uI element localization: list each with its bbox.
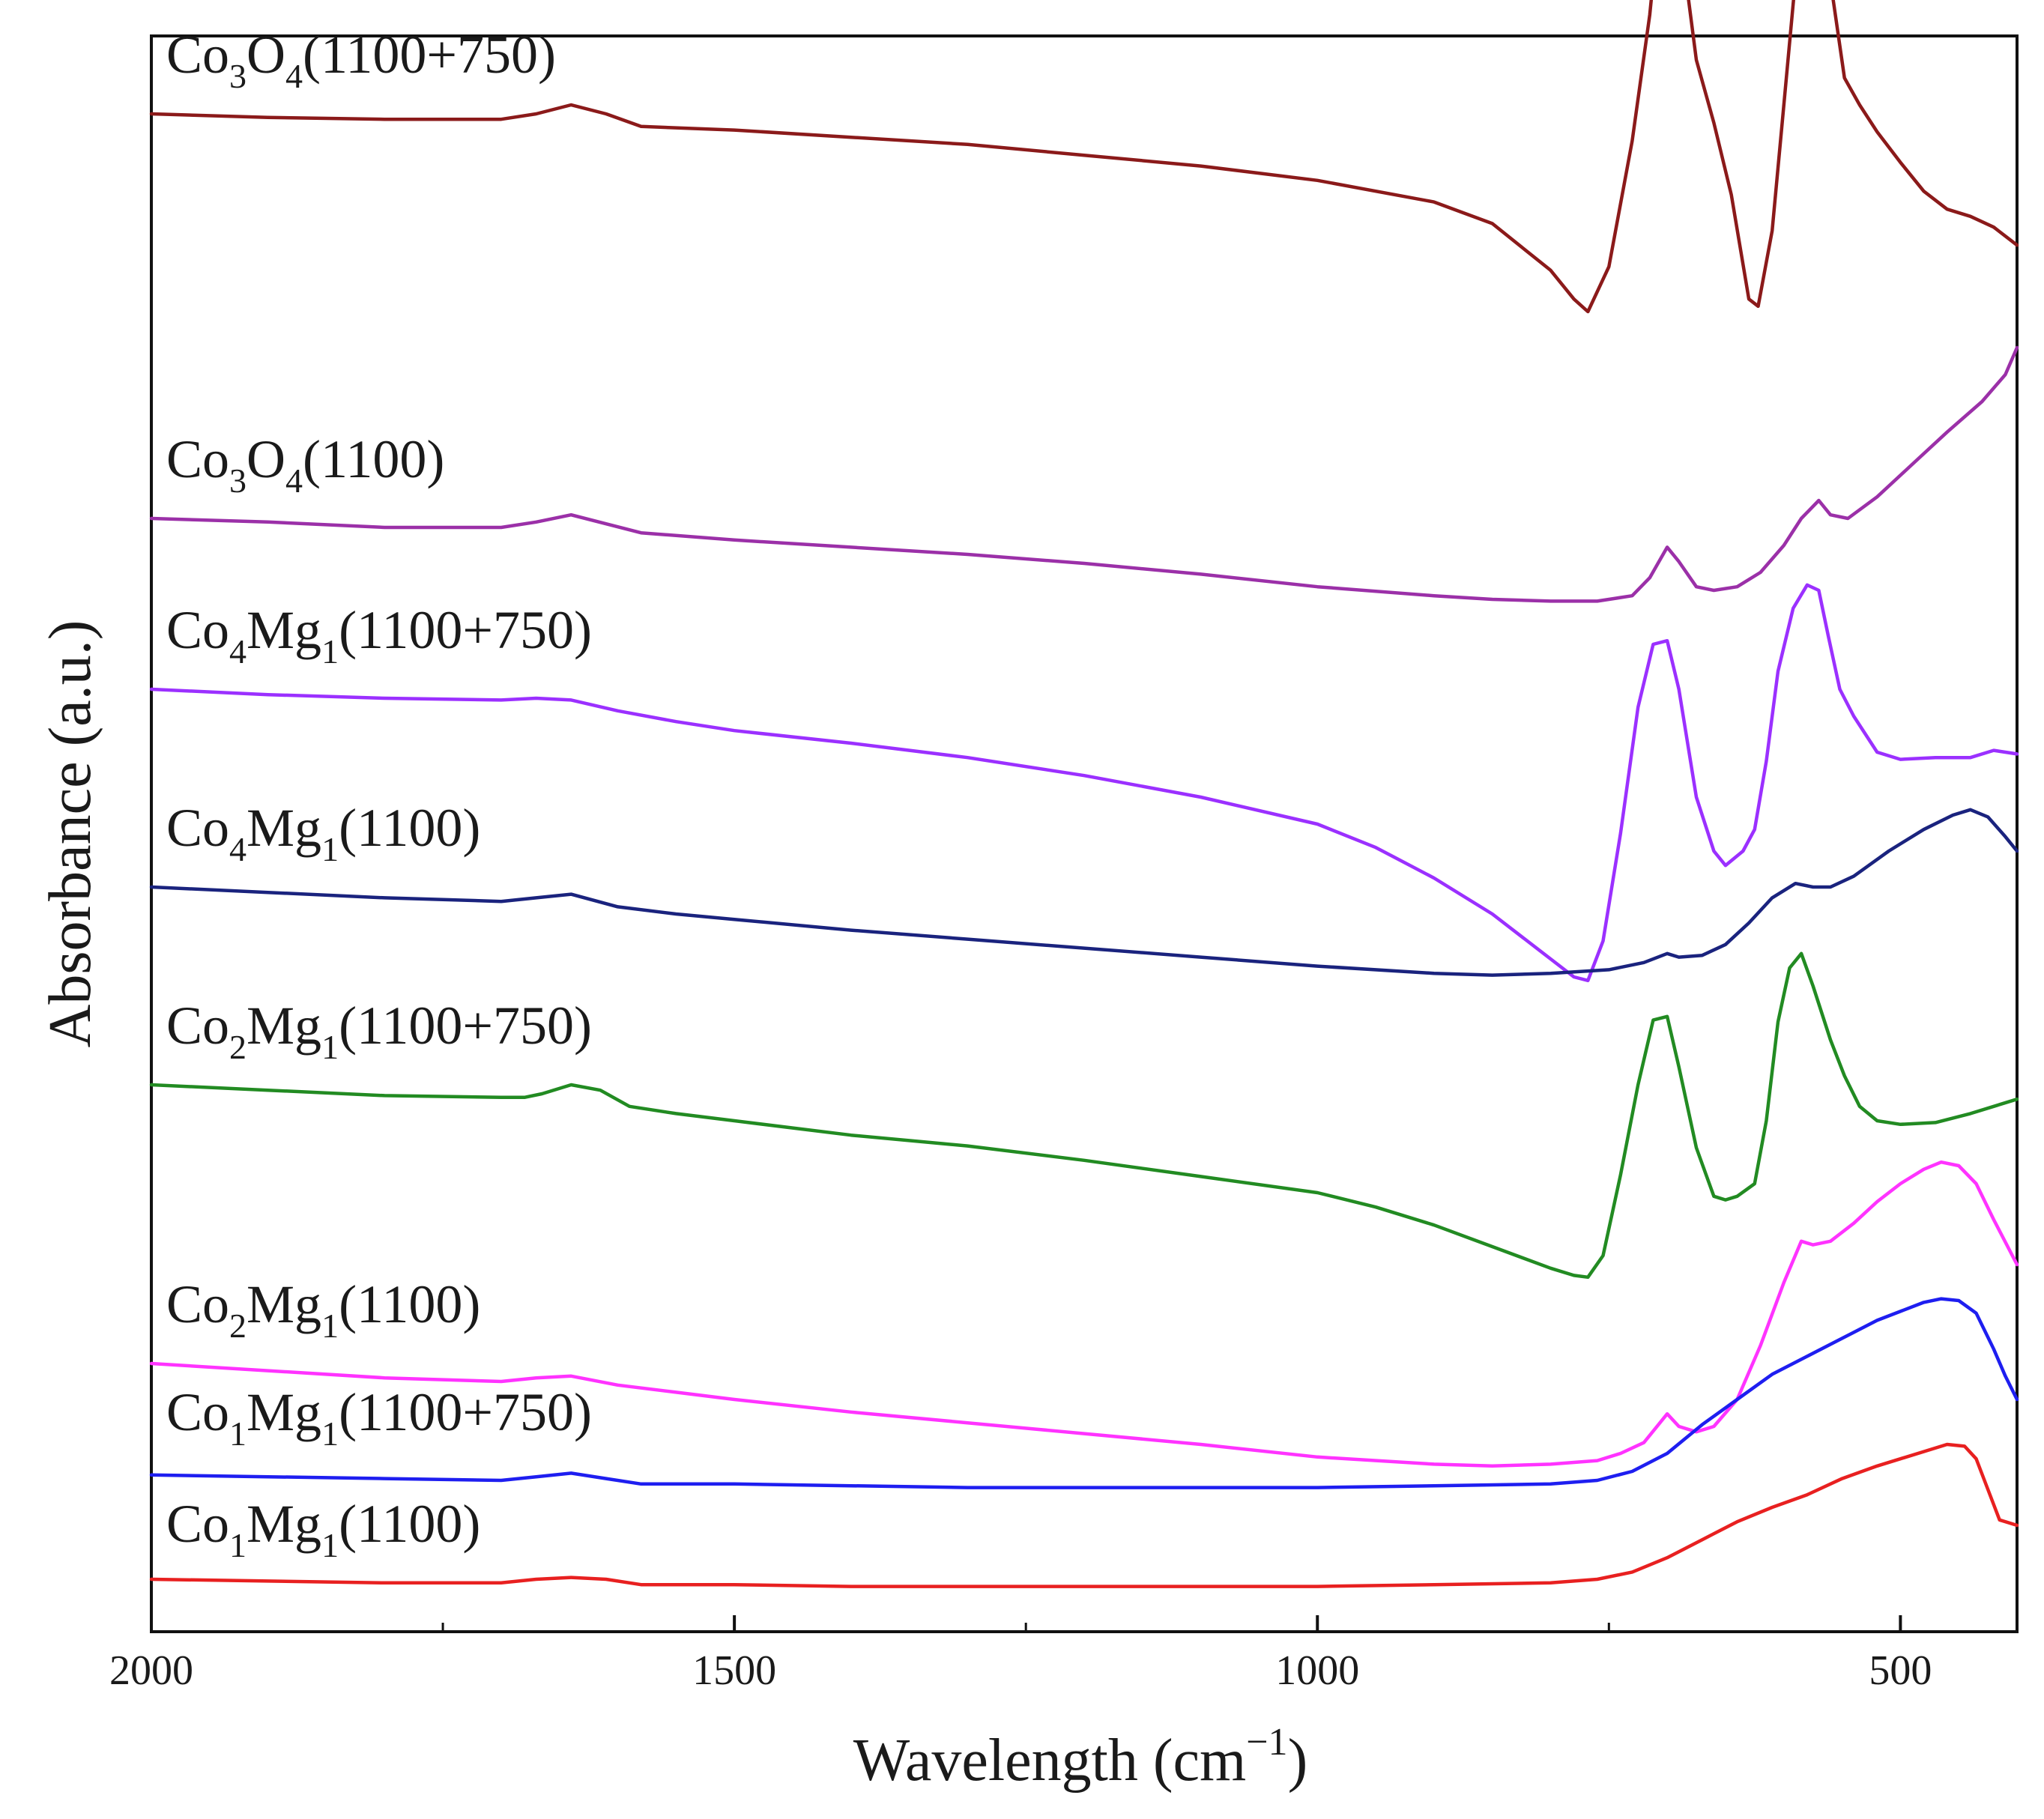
series-line-co4mg1-1100 — [149, 808, 2019, 977]
series-line-co1mg1-1100-750 — [149, 1297, 2019, 1489]
x-axis-title-superscript: −1 — [1246, 1721, 1287, 1764]
x-axis-title: Wavelength (cm−1) — [853, 1721, 1307, 1794]
series-line-co3o4-1100-750 — [149, 0, 2019, 314]
series-label-co3o4-1100-750: Co3O4(1100+750) — [166, 25, 556, 95]
series-line-co1mg1-1100 — [149, 1442, 2019, 1588]
x-tick-label-1500: 1500 — [692, 1647, 776, 1694]
series-label-co2mg1-1100-750: Co2Mg1(1100+750) — [166, 996, 592, 1066]
x-axis-ticks: 2000 1500 1000 500 — [109, 1615, 1932, 1694]
series-label-co2mg1-1100: Co2Mg1(1100) — [166, 1274, 480, 1345]
series-line-co2mg1-1100 — [149, 1160, 2019, 1468]
series-labels: Co3O4(1100+750) Co3O4(1100) Co4Mg1(1100+75… — [166, 25, 592, 1564]
x-tick-label-2000: 2000 — [109, 1647, 193, 1694]
plot-area-frame — [150, 34, 2019, 1633]
series-label-co4mg1-1100-750: Co4Mg1(1100+750) — [166, 600, 592, 671]
series-label-co1mg1-1100: Co1Mg1(1100) — [166, 1494, 480, 1564]
series-line-co4mg1-1100-750 — [149, 583, 2019, 983]
series-line-co3o4-1100 — [149, 345, 2019, 603]
x-axis-title-main: Wavelength (cm — [853, 1728, 1246, 1794]
x-tick-label-1000: 1000 — [1275, 1647, 1359, 1694]
series-label-co1mg1-1100-750: Co1Mg1(1100+750) — [166, 1382, 592, 1453]
x-tick-label-500: 500 — [1869, 1647, 1932, 1694]
series-layer — [149, 0, 2019, 1588]
series-label-co3o4-1100: Co3O4(1100) — [166, 429, 444, 500]
series-label-co4mg1-1100: Co4Mg1(1100) — [166, 798, 480, 868]
x-axis-title-end: ) — [1288, 1728, 1308, 1794]
series-line-co2mg1-1100-750 — [149, 951, 2019, 1280]
y-axis-title: Absorbance (a.u.) — [37, 620, 103, 1048]
